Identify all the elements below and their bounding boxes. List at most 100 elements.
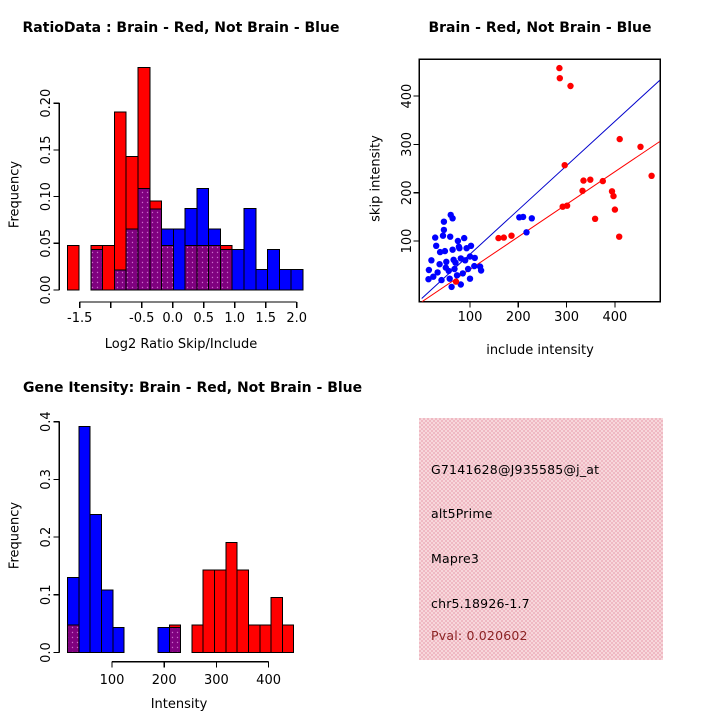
scatter-point-red (567, 82, 574, 90)
gene-hist-y-axis-label: Frequency (7, 501, 23, 570)
hist-bar-blue (172, 228, 186, 291)
x-tick-label: -1.5 (67, 311, 92, 326)
scatter-point-blue (519, 213, 527, 221)
x-tick-label: 300 (204, 673, 229, 688)
scatter-point-blue (449, 246, 456, 253)
scatter-point-blue (457, 281, 464, 288)
scatter-point-blue (432, 234, 439, 241)
hist-bar-overlap (184, 245, 198, 291)
scatter-point-blue (446, 275, 453, 282)
hist-bar-overlap (168, 626, 182, 654)
scatter-point-blue (461, 234, 468, 242)
y-tick-label: 0.00 (39, 276, 54, 305)
fit-line-blue (421, 79, 661, 299)
scatter-point-red (591, 215, 599, 222)
hist-bar-red (236, 569, 249, 653)
hist-bar-red (259, 624, 272, 653)
hist-bar-overlap (113, 269, 127, 291)
scatter-point-blue (425, 266, 433, 274)
hist-bar-overlap (125, 228, 139, 291)
scatter-point-red (495, 234, 502, 242)
hist-bar-blue (290, 269, 304, 291)
scatter-point-blue (452, 259, 459, 266)
hist-bar-red (225, 542, 238, 653)
y-tick-label: 0.05 (39, 229, 54, 258)
pval-line: Pval: 0.020602 (431, 628, 528, 643)
hist-bar-overlap (161, 245, 174, 291)
x-tick-label: 400 (256, 673, 281, 688)
scatter-point-blue (425, 276, 432, 283)
gene-hist-title: Gene Itensity: Brain - Red, Not Brain - … (23, 380, 363, 396)
hist-bar-red (137, 67, 151, 189)
hist-bar-overlap (90, 248, 104, 291)
scatter-point-red (556, 64, 563, 72)
hist-bar-overlap (149, 208, 163, 291)
hist-bar-blue (157, 626, 170, 654)
scatter-point-red (608, 188, 616, 195)
scatter-point-blue (448, 283, 455, 291)
scatter-point-red (452, 278, 460, 285)
scatter-point-red (637, 143, 644, 150)
hist-bar-red (281, 624, 295, 653)
hist-bar-red (248, 624, 261, 653)
scatter-point-red (563, 202, 571, 209)
hist-bar-red (90, 245, 104, 250)
scatter-point-blue (466, 253, 474, 260)
hist-bar-overlap (67, 624, 80, 653)
y-tick-label: 100 (400, 229, 415, 254)
scatter-point-blue (440, 226, 448, 234)
scatter-point-blue (436, 248, 444, 256)
scatter-point-blue (440, 218, 448, 225)
hist-bar-blue (196, 188, 210, 247)
hist-bar-overlap (196, 245, 210, 291)
scatter-point-blue (476, 263, 484, 270)
scatter-point-blue (453, 272, 461, 279)
scatter-x-axis-label: include intensity (486, 343, 594, 358)
scatter-point-blue (528, 215, 535, 222)
hist-bar-red (125, 156, 139, 230)
hist-bar-blue (278, 269, 292, 291)
hist-bar-red (113, 111, 127, 271)
x-tick-label: 0.5 (193, 311, 214, 326)
scatter-point-blue (454, 237, 462, 245)
scatter-point-blue (438, 276, 445, 284)
hist-bar-red (149, 200, 163, 210)
x-tick-label: 400 (602, 310, 627, 325)
x-tick-label: 1.5 (255, 311, 276, 326)
hist-bar-overlap (208, 245, 221, 291)
scatter-point-red (561, 162, 568, 169)
y-tick-label: 0.1 (39, 584, 54, 605)
y-tick-label: 0.10 (39, 182, 54, 211)
x-tick-label: 1.0 (224, 311, 245, 326)
hist-bar-blue (267, 248, 280, 291)
scatter-point-blue (467, 242, 475, 249)
scatter-point-blue (455, 243, 463, 250)
hist-bar-blue (78, 426, 91, 654)
ratio-hist-title: RatioData : Brain - Red, Not Brain - Blu… (22, 20, 340, 36)
y-tick-label: 0.15 (39, 135, 54, 164)
y-tick-label: 0.4 (39, 411, 54, 432)
hist-bar-blue (89, 514, 102, 653)
scatter-point-blue (430, 273, 437, 280)
scatter-point-red (648, 172, 655, 179)
scatter-point-blue (462, 257, 469, 264)
hist-bar-blue (231, 248, 245, 291)
x-tick-label: 2.0 (286, 311, 307, 326)
hist-bar-red (214, 569, 227, 653)
gene-name-line: Mapre3 (431, 551, 480, 566)
y-tick-label: 0.3 (39, 469, 54, 490)
scatter-point-blue (439, 232, 447, 239)
hist-bar-blue (184, 208, 198, 246)
scatter-title: Brain - Red, Not Brain - Blue (428, 20, 652, 36)
scatter-point-blue (471, 254, 478, 262)
hist-bar-blue (101, 589, 114, 653)
hist-bar-red (191, 624, 204, 653)
scatter-point-red (580, 177, 587, 184)
y-tick-label: 300 (400, 132, 415, 157)
y-tick-label: 0.20 (39, 89, 54, 118)
scatter-point-red (500, 234, 507, 241)
scatter-point-blue (434, 269, 441, 276)
hist-bar-blue (67, 576, 80, 626)
hist-bar-blue (112, 626, 125, 654)
